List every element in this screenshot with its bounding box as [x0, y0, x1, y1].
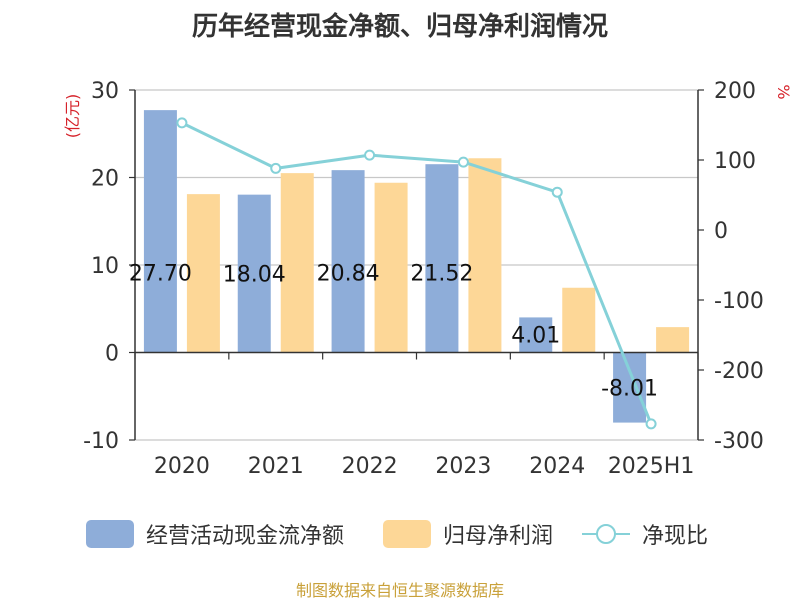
bar-cash-flow	[237, 194, 271, 353]
ratio-point	[176, 117, 188, 129]
y-left-tick-label: 20	[91, 167, 119, 192]
bar-net-profit	[468, 158, 502, 353]
y-right-tick-label: -100	[714, 289, 764, 314]
y-right-tick-label: -300	[714, 429, 764, 454]
x-tick-label: 2024	[529, 454, 585, 479]
bar-cash-flow	[519, 317, 553, 353]
x-tick-label: 2022	[342, 454, 398, 479]
legend-item-net-profit[interactable]: 归母净利润	[383, 512, 553, 556]
y-right-tick-label: 0	[714, 219, 728, 244]
legend-swatch-net-profit	[383, 520, 431, 548]
data-label-cash-flow: 20.84	[317, 262, 380, 287]
y-right-tick-label: 200	[714, 79, 756, 104]
source-note: 制图数据来自恒生聚源数据库	[295, 581, 504, 600]
data-label-cash-flow: -8.01	[601, 377, 658, 402]
legend-item-ratio[interactable]: 净现比	[582, 512, 708, 556]
y-left-tick-label: 30	[91, 79, 119, 104]
legend-item-cash-flow[interactable]: 经营活动现金流净额	[86, 512, 344, 556]
data-label-cash-flow: 18.04	[223, 263, 286, 288]
bar-net-profit	[186, 194, 220, 353]
data-label-cash-flow: 27.70	[129, 262, 192, 287]
bar-net-profit	[280, 173, 314, 353]
x-tick-label: 2025H1	[608, 454, 695, 479]
x-tick-label: 2020	[154, 454, 210, 479]
bar-net-profit	[562, 287, 596, 353]
y-left-tick-label: 10	[91, 254, 119, 279]
bar-cash-flow	[331, 170, 365, 353]
ratio-point	[364, 149, 376, 161]
legend: 经营活动现金流净额 归母净利润 净现比	[0, 512, 800, 556]
bar-net-profit	[374, 182, 408, 353]
x-tick-label: 2021	[248, 454, 304, 479]
legend-swatch-ratio	[582, 520, 630, 548]
data-label-cash-flow: 21.52	[410, 262, 473, 287]
y-right-unit: %	[774, 84, 793, 99]
ratio-line	[181, 121, 653, 425]
legend-swatch-cash-flow	[86, 520, 134, 548]
bar-cash-flow	[425, 164, 459, 353]
y-left-unit: (亿元)	[63, 94, 82, 139]
legend-label-cash-flow: 经营活动现金流净额	[146, 524, 345, 549]
chart-title: 历年经营现金净额、归母净利润情况	[191, 12, 608, 42]
x-tick-label: 2023	[435, 454, 491, 479]
data-label-cash-flow: 4.01	[511, 324, 560, 349]
ratio-point	[645, 418, 657, 430]
y-left-tick-label: -10	[83, 429, 119, 454]
y-left-tick-label: 0	[105, 342, 119, 367]
y-right-tick-label: 100	[714, 149, 756, 174]
y-right-tick-label: -200	[714, 359, 764, 384]
ratio-point	[551, 186, 563, 198]
bar-cash-flow	[613, 352, 647, 423]
ratio-point	[270, 162, 282, 174]
bar-cash-flow	[143, 110, 177, 353]
legend-label-ratio: 净现比	[642, 524, 709, 549]
bar-net-profit	[656, 327, 690, 353]
legend-label-net-profit: 归母净利润	[443, 524, 554, 549]
ratio-point	[457, 156, 469, 168]
